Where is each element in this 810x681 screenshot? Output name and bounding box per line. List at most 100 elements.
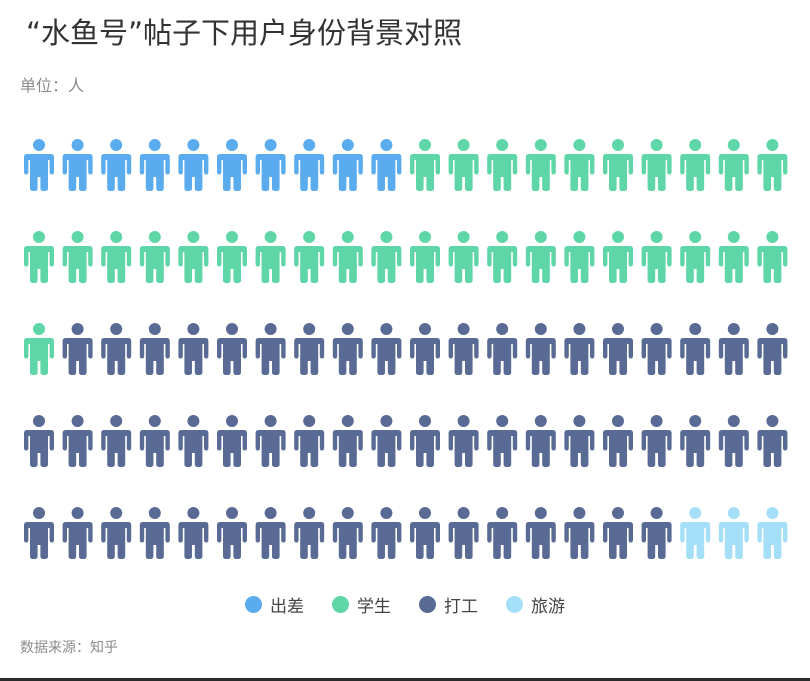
person-icon bbox=[525, 415, 556, 467]
person-icon bbox=[24, 231, 54, 283]
person-icon bbox=[217, 139, 247, 191]
person-icon bbox=[487, 323, 518, 375]
person-icon bbox=[680, 323, 711, 375]
person-icon bbox=[101, 415, 132, 467]
person-icon bbox=[718, 139, 749, 191]
person-icon bbox=[525, 507, 556, 559]
person-icon bbox=[139, 323, 170, 375]
person-icon bbox=[139, 139, 170, 191]
person-icon bbox=[62, 415, 93, 467]
person-icon bbox=[371, 139, 402, 191]
person-icon bbox=[718, 323, 749, 375]
bottom-divider bbox=[0, 678, 810, 681]
legend-item[interactable]: 出差 bbox=[245, 592, 304, 617]
person-icon bbox=[641, 415, 672, 467]
person-icon bbox=[62, 323, 93, 375]
person-icon bbox=[410, 507, 440, 559]
person-icon bbox=[448, 231, 479, 283]
person-icon bbox=[448, 139, 479, 191]
legend-swatch-icon bbox=[506, 595, 523, 613]
person-icon bbox=[332, 507, 363, 559]
person-icon bbox=[178, 139, 209, 191]
person-icon bbox=[410, 415, 440, 467]
person-icon bbox=[294, 139, 325, 191]
person-icon bbox=[410, 139, 440, 191]
person-icon bbox=[62, 139, 93, 191]
person-icon bbox=[332, 139, 363, 191]
person-icon bbox=[371, 415, 402, 467]
person-icon bbox=[332, 323, 363, 375]
person-icon bbox=[757, 415, 788, 467]
person-icon bbox=[641, 323, 672, 375]
person-icon bbox=[178, 323, 209, 375]
person-icon bbox=[62, 507, 93, 559]
person-icon bbox=[178, 415, 209, 467]
legend-label: 打工 bbox=[444, 596, 478, 617]
person-icon bbox=[410, 231, 440, 283]
legend-swatch-icon bbox=[419, 595, 436, 613]
person-icon bbox=[487, 231, 518, 283]
person-icon bbox=[371, 507, 402, 559]
person-icon bbox=[680, 231, 711, 283]
person-icon bbox=[641, 139, 672, 191]
person-icon bbox=[757, 231, 788, 283]
person-icon bbox=[24, 415, 54, 467]
person-icon bbox=[564, 323, 595, 375]
person-icon bbox=[757, 323, 788, 375]
person-icon bbox=[371, 323, 402, 375]
legend-label: 学生 bbox=[357, 596, 391, 617]
person-icon bbox=[371, 231, 402, 283]
person-icon bbox=[525, 139, 556, 191]
person-icon bbox=[178, 507, 209, 559]
person-icon bbox=[487, 415, 518, 467]
person-icon bbox=[564, 139, 595, 191]
person-icon bbox=[139, 507, 170, 559]
legend-swatch-icon bbox=[245, 595, 262, 613]
person-icon bbox=[564, 231, 595, 283]
person-icon bbox=[448, 415, 479, 467]
person-icon bbox=[217, 323, 247, 375]
person-icon bbox=[139, 231, 170, 283]
person-icon bbox=[564, 507, 595, 559]
person-icon bbox=[525, 231, 556, 283]
source-label: 数据来源：知乎 bbox=[20, 640, 118, 656]
person-icon bbox=[757, 507, 788, 559]
legend-item[interactable]: 旅游 bbox=[506, 592, 565, 617]
person-icon bbox=[332, 415, 363, 467]
person-icon bbox=[294, 323, 325, 375]
person-icon bbox=[294, 507, 325, 559]
person-icon bbox=[255, 507, 286, 559]
person-icon bbox=[255, 231, 286, 283]
legend-item[interactable]: 学生 bbox=[332, 592, 391, 617]
person-icon bbox=[101, 323, 132, 375]
legend-label: 出差 bbox=[270, 596, 304, 617]
person-icon bbox=[718, 231, 749, 283]
person-icon bbox=[62, 231, 93, 283]
person-icon bbox=[255, 323, 286, 375]
person-icon bbox=[24, 139, 54, 191]
person-icon bbox=[603, 415, 633, 467]
person-icon bbox=[101, 139, 132, 191]
person-icon bbox=[255, 415, 286, 467]
person-icon bbox=[487, 139, 518, 191]
person-icon bbox=[101, 507, 132, 559]
legend: 出差 学生 打工 旅游 bbox=[0, 592, 810, 617]
legend-item[interactable]: 打工 bbox=[419, 592, 478, 617]
person-icon bbox=[178, 231, 209, 283]
person-icon bbox=[448, 507, 479, 559]
person-icon bbox=[718, 415, 749, 467]
legend-label: 旅游 bbox=[531, 596, 565, 617]
person-icon bbox=[410, 323, 440, 375]
person-icon bbox=[255, 139, 286, 191]
person-icon bbox=[24, 507, 54, 559]
person-icon bbox=[641, 231, 672, 283]
person-icon bbox=[487, 507, 518, 559]
person-icon bbox=[332, 231, 363, 283]
person-icon bbox=[294, 231, 325, 283]
unit-label: 单位：人 bbox=[20, 76, 85, 95]
person-icon bbox=[217, 415, 247, 467]
person-icon bbox=[718, 507, 749, 559]
person-icon bbox=[680, 139, 711, 191]
person-icon bbox=[603, 323, 633, 375]
person-icon bbox=[448, 323, 479, 375]
